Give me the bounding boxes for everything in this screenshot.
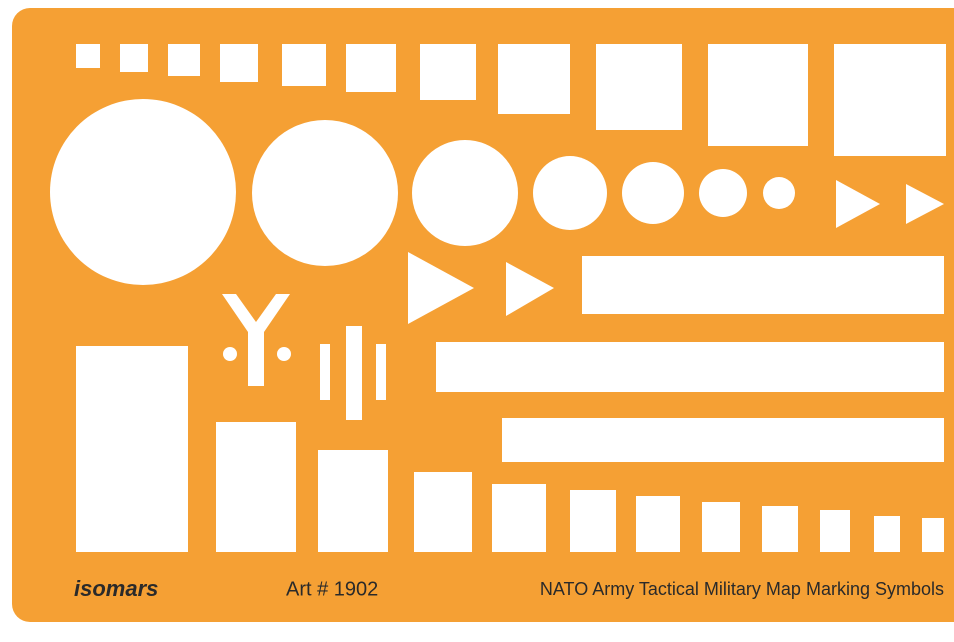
article-number: Art # 1902	[286, 578, 378, 600]
square-cutouts	[76, 44, 946, 156]
triangle-cutouts	[408, 180, 944, 324]
description: NATO Army Tactical Military Map Marking …	[540, 579, 944, 599]
circle-cutouts	[50, 99, 795, 285]
symbol-cutouts	[222, 294, 386, 420]
brand: isomars	[74, 576, 158, 601]
rectangle-cutouts	[76, 346, 944, 552]
bar-cutouts	[436, 256, 944, 462]
